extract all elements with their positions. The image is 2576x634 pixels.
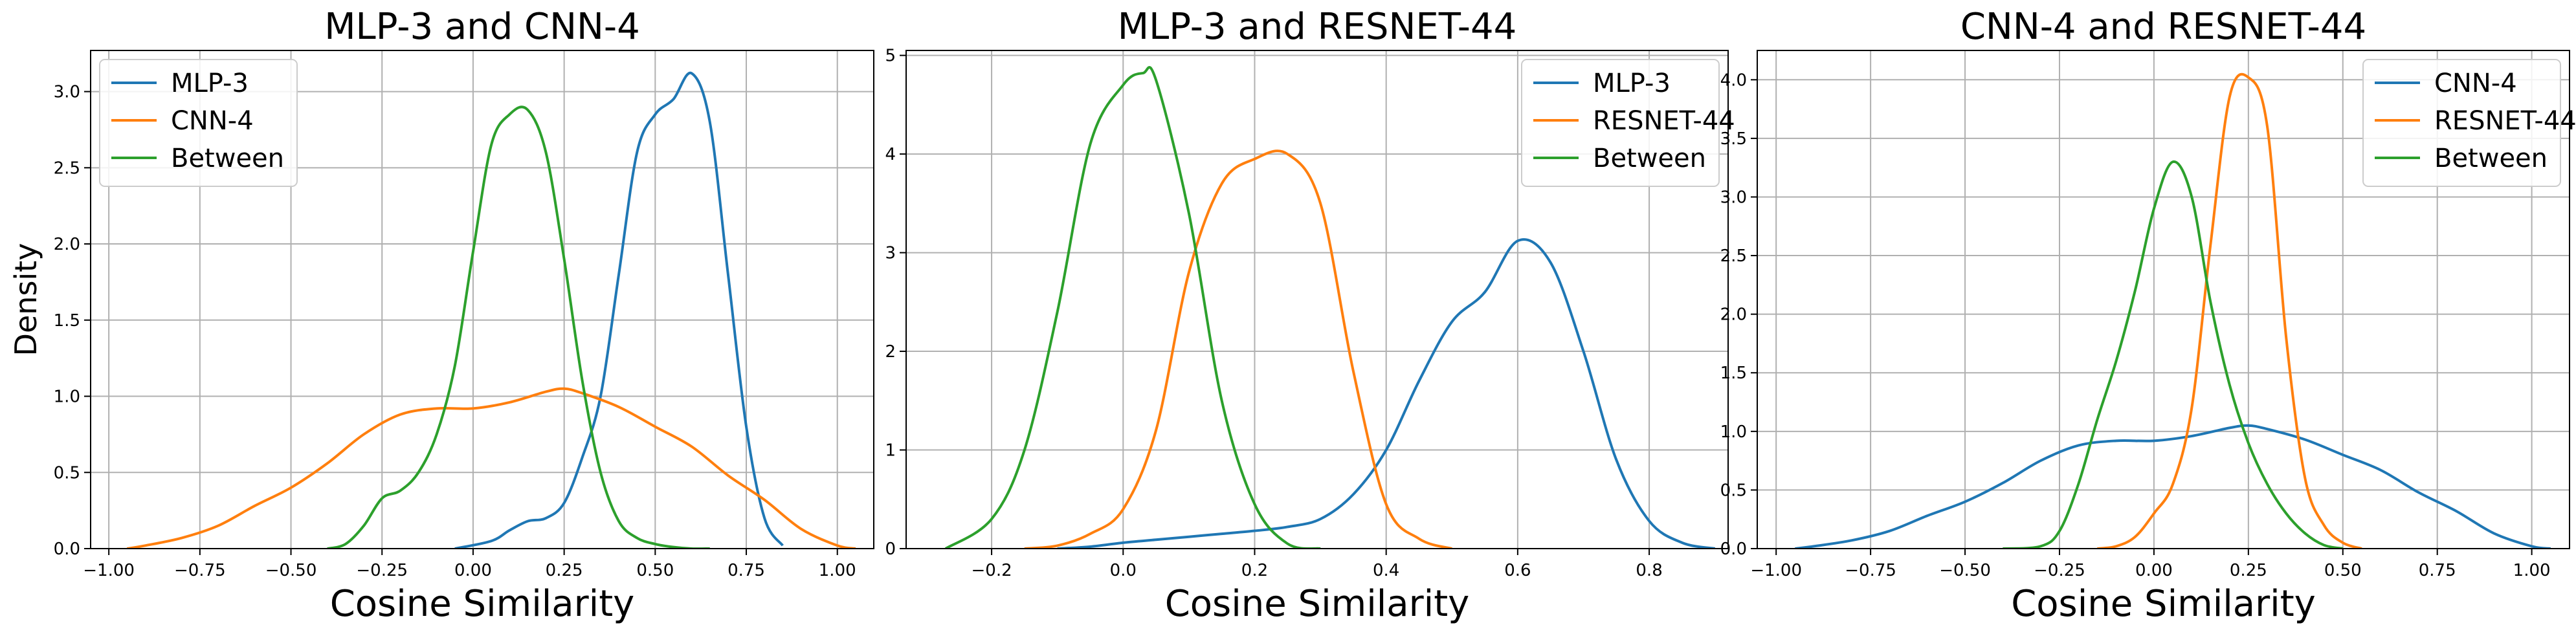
chart-title: MLP-3 and RESNET-44 <box>1118 6 1517 48</box>
x-tick-label: −0.75 <box>174 561 226 580</box>
x-tick-label: 1.00 <box>819 561 856 580</box>
legend-entry: CNN-4 <box>171 106 254 136</box>
legend: MLP-3 CNN-4 Between <box>99 59 298 187</box>
y-tick-label: 0.0 <box>1720 540 1747 559</box>
axes-frame <box>90 50 874 549</box>
legend: MLP-3 RESNET-44 Between <box>1521 59 1735 187</box>
legend: CNN-4 RESNET-44 Between <box>2362 59 2576 187</box>
legend-entry: RESNET-44 <box>1593 106 1735 136</box>
x-tick-label: 0.25 <box>2230 561 2267 580</box>
x-tick-label: 0.50 <box>636 561 674 580</box>
x-tick-label: −0.25 <box>356 561 408 580</box>
axes-frame <box>905 50 1729 549</box>
legend-entry: Between <box>1593 144 1706 173</box>
series-line-mlp-3 <box>454 71 784 549</box>
x-tick-label: −1.00 <box>83 561 135 580</box>
y-tick-label: 2 <box>885 342 896 362</box>
x-tick-label: 0.75 <box>2419 561 2456 580</box>
x-tick-label: 0.75 <box>727 561 765 580</box>
y-tick-label: 3.0 <box>1720 188 1747 207</box>
y-tick-label: 1 <box>885 441 896 461</box>
y-tick-label: 3.0 <box>54 83 80 102</box>
x-tick-label: 0.25 <box>546 561 583 580</box>
series-line-mlp-3 <box>1057 238 1716 549</box>
x-tick-label: 1.00 <box>2513 561 2551 580</box>
x-tick-label: −0.50 <box>1939 561 1991 580</box>
axes-frame <box>1757 50 2570 549</box>
y-tick-label: 1.5 <box>54 311 80 331</box>
x-tick-label: 0.00 <box>454 561 492 580</box>
y-tick-label: 2.0 <box>54 235 80 254</box>
y-tick-label: 0.5 <box>54 463 80 483</box>
chart-panel-3: −1.00 −0.75 −0.50 −0.25 0.00 0.25 0.50 0.75 1.00… <box>1720 6 2576 625</box>
chart-panel-2: −0.2 0.0 0.2 0.4 0.6 0.8 0 1 2 3 4 5 MLP-3 and RESNE… <box>885 6 1735 625</box>
x-tick-label: 0.50 <box>2324 561 2362 580</box>
y-tick-label: 0 <box>885 540 896 559</box>
y-tick-label: 2.5 <box>54 158 80 178</box>
y-tick-label: 1.0 <box>54 388 80 407</box>
y-axis-label: Density <box>8 243 43 356</box>
legend-entry: Between <box>2434 144 2548 173</box>
series-line-cnn-4 <box>1795 424 2551 549</box>
series-line-between <box>327 105 710 549</box>
y-tick-label: 1.5 <box>1720 364 1747 383</box>
x-tick-label: −0.75 <box>1845 561 1896 580</box>
x-tick-label: −0.2 <box>972 561 1012 580</box>
x-tick-label: 0.0 <box>1110 561 1137 580</box>
y-tick-label: 2.0 <box>1720 305 1747 325</box>
y-tick-label: 4.0 <box>1720 71 1747 90</box>
x-tick-label: −0.25 <box>2034 561 2085 580</box>
x-tick-label: 0.4 <box>1373 561 1399 580</box>
y-tick-label: 5 <box>885 47 896 66</box>
y-tick-label: 0.5 <box>1720 481 1747 500</box>
x-tick-label: −0.50 <box>265 561 317 580</box>
chart-panel-1: −1.00 −0.75 −0.50 −0.25 0.00 0.25 0.50 0.75 1.00… <box>8 6 874 625</box>
legend-box <box>2362 59 2561 187</box>
x-tick-label: −1.00 <box>1750 561 1802 580</box>
x-tick-label: 0.00 <box>2135 561 2173 580</box>
series-line-resnet-44 <box>1024 149 1452 549</box>
y-tick-label: 3 <box>885 244 896 263</box>
series-line-between <box>944 66 1321 549</box>
y-tick-label: 1.0 <box>1720 422 1747 442</box>
x-axis-label: Cosine Similarity <box>330 583 635 625</box>
legend-entry: CNN-4 <box>2434 69 2517 98</box>
series-line-between <box>2003 160 2344 549</box>
y-tick-label: 2.5 <box>1720 246 1747 266</box>
chart-title: MLP-3 and CNN-4 <box>324 6 640 48</box>
legend-entry: MLP-3 <box>171 69 249 98</box>
legend-entry: MLP-3 <box>1593 69 1671 98</box>
y-tick-label: 4 <box>885 145 896 164</box>
x-tick-label: 0.6 <box>1504 561 1531 580</box>
x-tick-label: 0.8 <box>1636 561 1662 580</box>
legend-entry: Between <box>171 144 284 173</box>
x-axis-label: Cosine Similarity <box>2011 583 2316 625</box>
x-axis-label: Cosine Similarity <box>1165 583 1470 625</box>
y-tick-label: 0.0 <box>54 540 80 559</box>
legend-box <box>1521 59 1720 187</box>
y-tick-label: 3.5 <box>1720 129 1747 149</box>
series-line-resnet-44 <box>2097 72 2362 549</box>
series-line-cnn-4 <box>126 387 856 549</box>
legend-box <box>99 59 298 187</box>
x-tick-label: 0.2 <box>1241 561 1268 580</box>
legend-entry: RESNET-44 <box>2434 106 2576 136</box>
chart-title: CNN-4 and RESNET-44 <box>1960 6 2366 48</box>
